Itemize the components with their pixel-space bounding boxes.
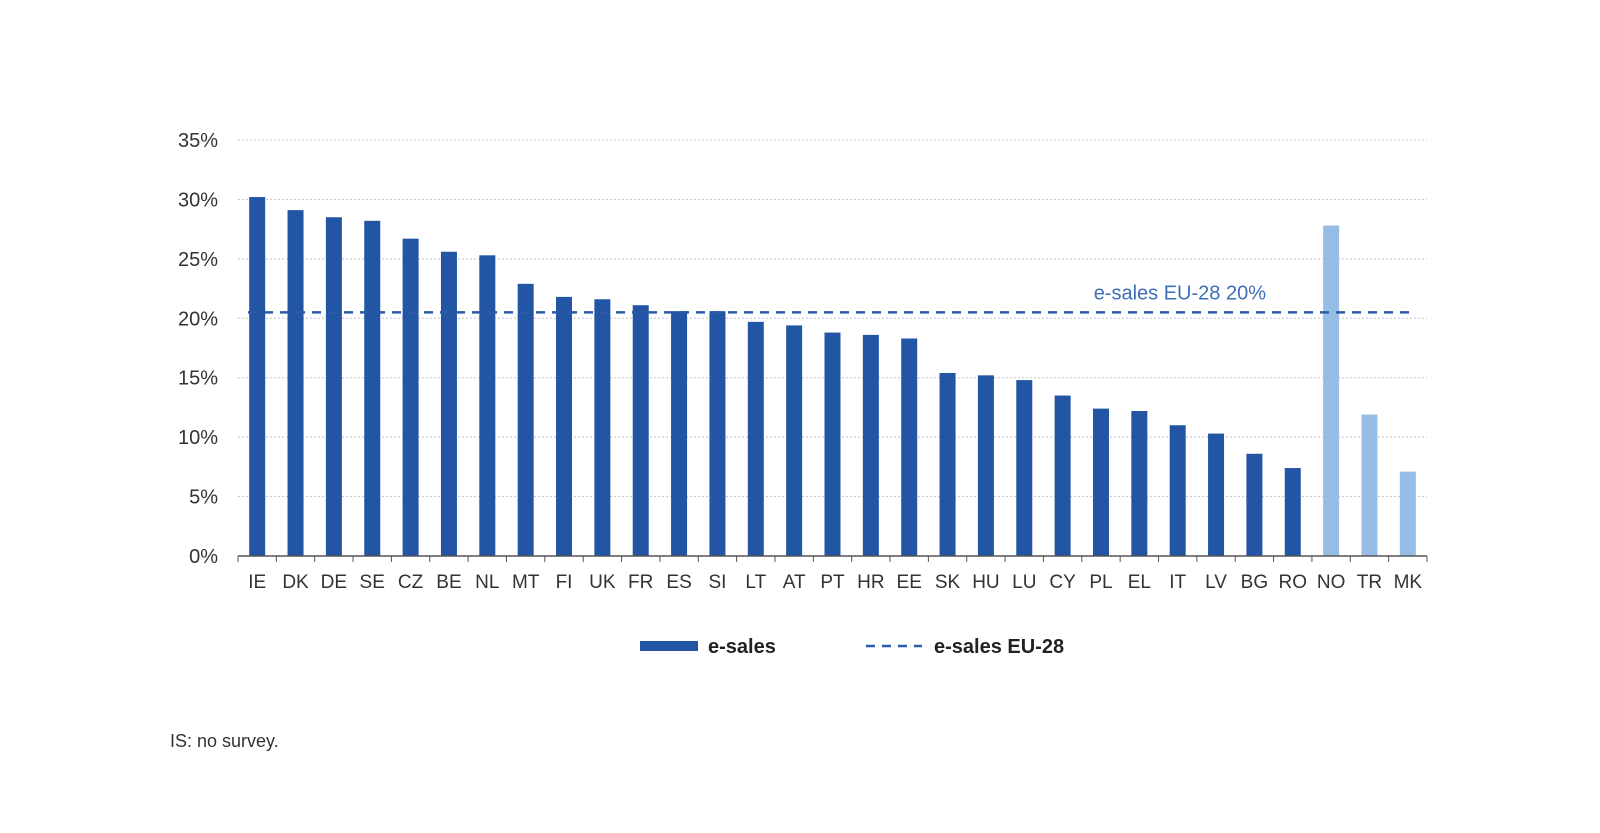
bar-pt — [824, 332, 841, 556]
bar-lt — [747, 321, 764, 556]
bars — [249, 197, 1416, 556]
x-tick-label: LV — [1205, 572, 1227, 593]
bar-be — [440, 251, 457, 556]
x-tick-label: MK — [1394, 572, 1423, 593]
bar-de — [325, 217, 342, 556]
bar-ie — [249, 197, 266, 556]
x-tick-label: CY — [1049, 572, 1076, 593]
bar-uk — [594, 299, 611, 556]
x-axis — [237, 555, 1428, 562]
bar-se — [364, 220, 381, 556]
y-tick-label: 20% — [178, 308, 218, 330]
x-tick-label: AT — [783, 572, 806, 593]
x-tick-label: FI — [556, 572, 573, 593]
x-tick-label: BG — [1241, 572, 1268, 593]
bar-fr — [632, 305, 649, 556]
bar-mk — [1399, 471, 1416, 556]
x-tick-label: IT — [1169, 572, 1186, 593]
x-tick-label: EE — [897, 572, 922, 593]
bar-at — [786, 325, 803, 556]
x-tick-label: IE — [248, 572, 266, 593]
x-tick-label: PT — [820, 572, 845, 593]
legend: e-sales e-sales EU-28 — [640, 636, 1064, 658]
x-tick-label: CZ — [398, 572, 424, 593]
bar-tr — [1361, 414, 1378, 556]
x-tick-label: DE — [321, 572, 347, 593]
bar-el — [1131, 410, 1148, 556]
x-axis-ticks: IE DK DE SE CZ BE NL MT FI UK FR ES SI LT AT PT HR EE SK HU… — [248, 572, 1422, 593]
x-tick-label: DK — [282, 572, 309, 593]
x-tick-label: PL — [1089, 572, 1112, 593]
bar-lu — [1016, 380, 1033, 556]
y-tick-label: 35% — [178, 130, 218, 152]
legend-bar-swatch — [640, 641, 698, 651]
x-tick-label: ES — [666, 572, 691, 593]
bar-pl — [1092, 408, 1109, 556]
x-tick-label: UK — [589, 572, 616, 593]
x-tick-label: LT — [745, 572, 766, 593]
y-tick-label: 30% — [178, 189, 218, 211]
bar-hr — [862, 334, 879, 556]
footnote: IS: no survey. — [170, 731, 279, 751]
bar-cz — [402, 238, 419, 556]
bar-bg — [1246, 453, 1263, 556]
x-tick-label: BE — [436, 572, 461, 593]
x-tick-label: NL — [475, 572, 499, 593]
x-tick-label: FR — [628, 572, 653, 593]
bar-it — [1169, 425, 1186, 556]
y-tick-label: 0% — [189, 546, 218, 568]
x-tick-label: SI — [708, 572, 726, 593]
bar-si — [709, 311, 726, 556]
x-tick-label: HU — [972, 572, 999, 593]
y-tick-label: 5% — [189, 487, 218, 509]
x-tick-label: TR — [1357, 572, 1382, 593]
x-tick-label: NO — [1317, 572, 1346, 593]
bar-ro — [1284, 468, 1301, 556]
x-tick-label: MT — [512, 572, 540, 593]
x-tick-label: HR — [857, 572, 884, 593]
x-tick-label: EL — [1128, 572, 1151, 593]
x-tick-label: RO — [1279, 572, 1308, 593]
y-tick-label: 15% — [178, 368, 218, 390]
bar-cy — [1054, 395, 1071, 556]
bar-nl — [479, 255, 496, 556]
y-tick-label: 10% — [178, 427, 218, 449]
y-axis-ticks: 0% 5% 10% 15% 20% 25% 30% 35% — [178, 130, 218, 568]
bar-mt — [517, 283, 534, 556]
reference-line-label: e-sales EU-28 20% — [1094, 282, 1267, 304]
x-tick-label: SE — [360, 572, 385, 593]
bar-fi — [556, 296, 573, 556]
x-tick-label: LU — [1012, 572, 1036, 593]
bar-lv — [1208, 433, 1225, 556]
y-tick-label: 25% — [178, 249, 218, 271]
reference-line-group: e-sales EU-28 20% — [248, 282, 1409, 314]
bar-no — [1323, 225, 1340, 556]
x-tick-label: SK — [935, 572, 961, 593]
bar-es — [671, 311, 688, 556]
bar-dk — [287, 210, 304, 556]
bar-ee — [901, 338, 918, 556]
bar-sk — [939, 372, 956, 556]
legend-line-label: e-sales EU-28 — [934, 636, 1064, 658]
legend-bar-label: e-sales — [708, 636, 776, 658]
bar-hu — [977, 375, 994, 556]
